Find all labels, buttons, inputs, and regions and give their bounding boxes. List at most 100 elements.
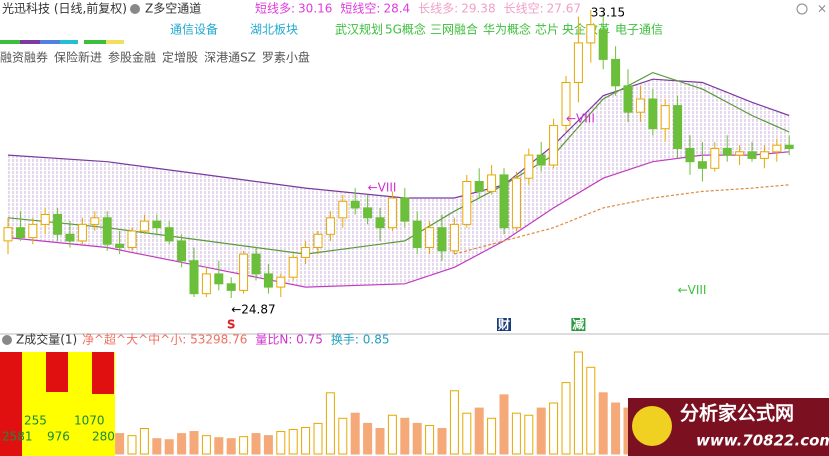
volume-icon[interactable] <box>2 335 12 345</box>
candle-body <box>511 177 521 229</box>
candle-body <box>139 220 149 232</box>
volume-bar <box>549 402 559 455</box>
volume-bar <box>338 417 348 455</box>
volume-bar <box>598 392 608 455</box>
volume-bar <box>437 428 447 455</box>
candle-body <box>673 105 683 149</box>
concept-tag[interactable]: 5G概念 <box>385 22 426 37</box>
volume-bar <box>474 407 484 455</box>
event-marker[interactable]: 减 <box>572 317 584 332</box>
candle-body <box>65 233 75 242</box>
indicator-icon[interactable] <box>130 4 140 14</box>
watermark-url: www.70822.com <box>696 432 829 450</box>
candle-body <box>90 217 100 225</box>
channel-line <box>454 184 790 255</box>
concept-tag[interactable]: 芯片 <box>535 23 559 37</box>
candle-body <box>263 273 273 288</box>
close-icon[interactable]: × <box>817 2 827 16</box>
concept-tag[interactable]: 保险新进 <box>54 50 102 65</box>
candle-body <box>301 247 311 258</box>
candle-body <box>759 151 769 159</box>
candle-body <box>276 276 286 288</box>
volume-bar <box>288 429 298 455</box>
volume-bar <box>462 412 472 455</box>
concept-tag[interactable]: 参股金融 <box>108 50 156 65</box>
volume-bar <box>115 433 125 455</box>
candle-body <box>524 154 534 179</box>
concept-tag[interactable]: 湖北板块 <box>250 22 298 37</box>
volume-bar <box>536 407 546 455</box>
volume-box-label: 976 <box>47 430 70 444</box>
watermark-title: 分析家公式网 <box>680 402 794 425</box>
candle-body <box>710 148 720 169</box>
volume-bar <box>239 436 249 455</box>
candle-body <box>487 174 497 192</box>
volume-bar <box>313 422 323 455</box>
candle-body <box>239 253 249 291</box>
event-marker[interactable]: 财 <box>497 317 510 332</box>
candle-body <box>586 24 596 44</box>
candle-body <box>325 217 335 235</box>
candle-body <box>437 227 447 252</box>
event-marker-box <box>497 318 511 331</box>
volume-title[interactable]: Z成交量(1) <box>16 332 77 347</box>
concept-tag[interactable]: 三网融合 <box>430 22 478 37</box>
concept-tag[interactable]: 武汉规划 <box>335 22 383 37</box>
volume-bar <box>511 412 521 455</box>
candle-body <box>102 217 112 245</box>
volume-bar <box>363 422 373 455</box>
concept-tag[interactable]: 华为概念 <box>483 22 531 37</box>
concept-tag[interactable]: 深港通SZ <box>204 51 256 65</box>
candle-body <box>338 200 348 219</box>
candle-body <box>648 98 658 130</box>
candle-body <box>214 273 224 285</box>
candle-body <box>598 29 608 60</box>
volume-bar <box>375 428 385 455</box>
candle-body <box>350 200 360 209</box>
settings-icon[interactable] <box>796 3 808 15</box>
candle-body <box>772 144 782 153</box>
concept-tag[interactable]: 通信设备 <box>170 23 218 37</box>
candle-body <box>784 144 794 149</box>
indicator-name[interactable]: Z多空通道 <box>145 2 201 16</box>
concept-tag[interactable]: 央企改革 <box>562 22 610 37</box>
annotation: ←VIII <box>566 111 595 125</box>
indicator-value: 27.67 <box>547 2 581 16</box>
candle-body <box>660 105 670 130</box>
concept-tag[interactable]: 定增股 <box>162 50 198 65</box>
candle-body <box>127 230 137 248</box>
candle-body <box>288 256 298 278</box>
annotation: ←VIII <box>678 283 707 297</box>
volume-stat: 量比N: 0.75 <box>255 333 323 347</box>
candle-body <box>735 151 745 156</box>
concept-tag[interactable]: 电子通信 <box>615 23 663 37</box>
concept-tag[interactable]: 罗素小盘 <box>262 50 310 65</box>
candle-body <box>313 233 323 249</box>
candle-body <box>53 214 63 235</box>
candle-body <box>177 240 187 262</box>
volume-bar <box>586 366 596 455</box>
event-marker[interactable]: S <box>227 318 236 332</box>
volume-bar <box>301 426 311 455</box>
volume-box-label: 1070 <box>74 414 105 428</box>
candle-body <box>747 151 757 159</box>
volume-bar <box>425 424 435 455</box>
candle-body <box>201 273 211 295</box>
candle-body <box>722 148 732 156</box>
candle-body <box>400 197 410 222</box>
volume-bar <box>201 435 211 455</box>
volume-bar <box>177 433 187 455</box>
candle-body <box>164 227 174 242</box>
volume-box-block <box>92 352 114 394</box>
volume-stat: 净^超^大^中^小: 53298.76 <box>82 332 247 347</box>
volume-bar <box>263 435 273 455</box>
volume-box-label: 255 <box>24 414 47 428</box>
volume-bar <box>189 431 199 455</box>
candle-body <box>226 283 236 291</box>
candle-body <box>474 181 484 192</box>
indicator-value: 30.16 <box>298 2 332 16</box>
chart-title: 光迅科技 (日线,前复权) <box>2 1 127 16</box>
volume-bar <box>449 390 459 455</box>
concept-tag[interactable]: 融资融券 <box>0 50 48 65</box>
